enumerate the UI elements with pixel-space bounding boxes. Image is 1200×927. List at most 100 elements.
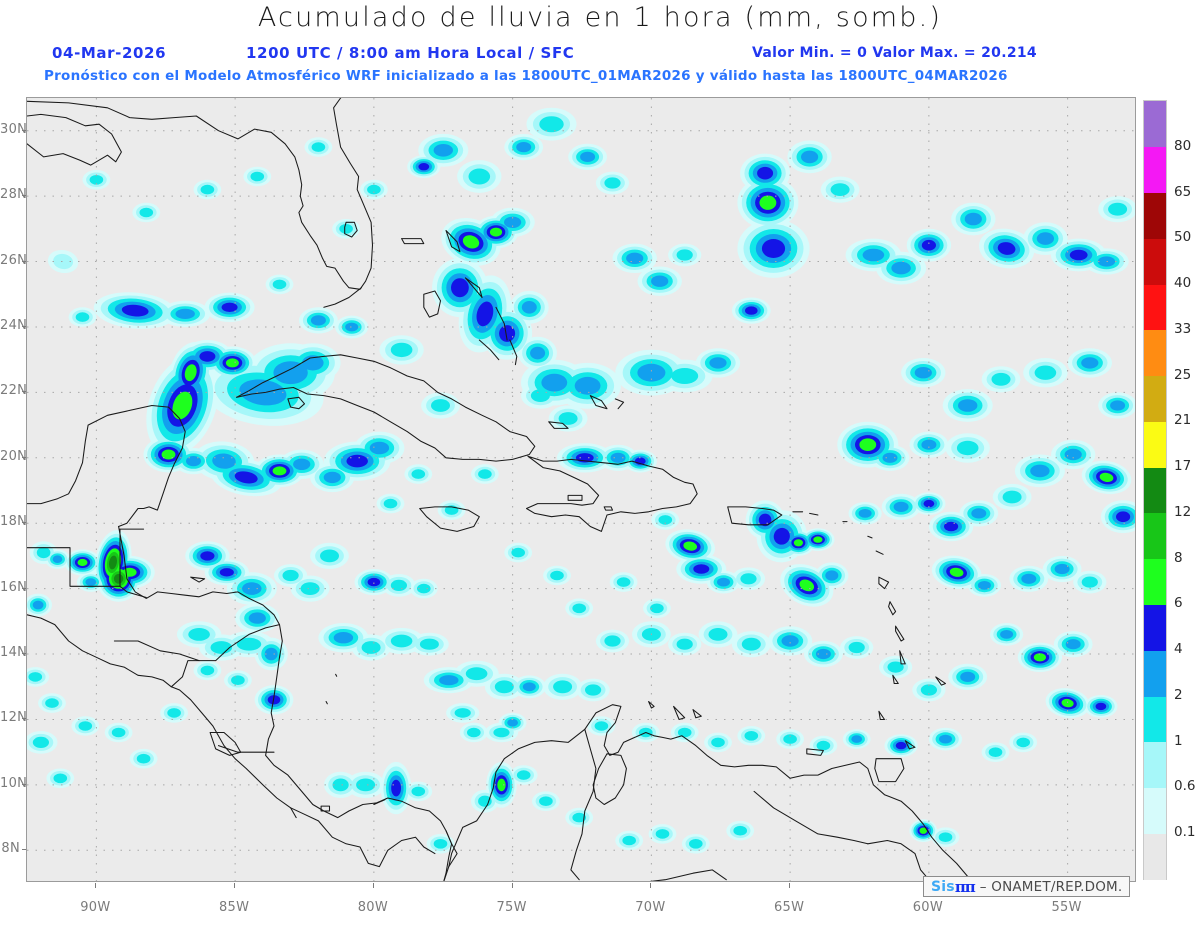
coastline-path xyxy=(170,660,200,688)
coastline-path xyxy=(113,624,281,662)
precip-contour-band xyxy=(36,547,51,559)
attribution-badge: Sis ππ – ONAMET/REP.DOM. xyxy=(923,876,1131,897)
coastline-path xyxy=(118,525,453,881)
precip-contour-band xyxy=(219,568,234,577)
colorbar-band xyxy=(1144,421,1166,468)
precip-contour-band xyxy=(1054,563,1070,575)
precip-contour-band xyxy=(433,839,448,849)
coastline-path xyxy=(614,398,625,410)
precip-contour-band xyxy=(825,570,839,581)
colorbar-band xyxy=(1144,787,1166,834)
lon-tick-label: 60W xyxy=(912,900,944,915)
precip-contour-band xyxy=(85,578,97,586)
coastline-path xyxy=(27,113,122,166)
precip-contour-band xyxy=(939,734,952,744)
coastline-path xyxy=(344,221,358,238)
colorbar[interactable] xyxy=(1143,100,1167,880)
colorbar-band xyxy=(1144,833,1166,880)
colorbar-band xyxy=(1144,329,1166,377)
coastline-path xyxy=(603,506,614,511)
precip-contour-band xyxy=(594,721,609,731)
precip-contour-band xyxy=(708,628,728,641)
coastline-path xyxy=(190,576,206,583)
precip-contour-band xyxy=(417,583,431,594)
precip-contour-band xyxy=(273,361,308,385)
precip-contour-band xyxy=(676,638,693,650)
lat-tick xyxy=(22,783,26,785)
lat-tick-label: 14N xyxy=(0,645,28,661)
precip-contour-band xyxy=(390,342,413,358)
lon-tick xyxy=(789,883,791,888)
precip-contour-band xyxy=(300,582,320,595)
precip-contour-band xyxy=(960,671,976,683)
precip-contour-band xyxy=(323,471,341,484)
coastline-path xyxy=(589,395,608,410)
precip-contour-band xyxy=(887,661,904,673)
colorbar-tick-label: 33 xyxy=(1174,320,1192,337)
precip-contour-band xyxy=(1061,698,1074,708)
precip-contour-band xyxy=(539,116,564,133)
precip-contour-band xyxy=(454,708,471,718)
coastline-path xyxy=(899,650,906,665)
agency-label: – ONAMET/REP.DOM. xyxy=(979,878,1123,895)
precip-contour-band xyxy=(830,183,850,196)
precip-contour-band xyxy=(200,665,215,676)
precip-contour-band xyxy=(75,312,90,322)
colorbar-band xyxy=(1144,375,1166,422)
precip-contour-band xyxy=(234,471,258,484)
coastline-path xyxy=(570,728,597,881)
coastline-path xyxy=(875,550,884,555)
map-frame xyxy=(26,97,1136,882)
precip-contour-band xyxy=(921,239,937,251)
precip-contour-band xyxy=(610,452,626,463)
coastline-path xyxy=(867,839,930,881)
precip-contour-band xyxy=(467,727,481,738)
precip-contour-band xyxy=(390,634,413,648)
precip-contour-band xyxy=(637,363,666,382)
coastline-path xyxy=(592,753,627,806)
coastline-path xyxy=(878,710,886,721)
colorbar-tick-label: 1 xyxy=(1174,732,1183,749)
precip-contour-band xyxy=(493,727,510,738)
coastline-path xyxy=(325,700,328,705)
lat-tick-label: 12N xyxy=(0,710,28,726)
precip-contour-band xyxy=(332,778,349,792)
precip-contour-band xyxy=(32,600,44,610)
precip-contour-band xyxy=(530,389,550,402)
precip-contour-band xyxy=(419,638,439,650)
lat-tick xyxy=(22,129,26,131)
coastline-path xyxy=(464,277,483,299)
lon-tick xyxy=(234,883,236,888)
coastline-path xyxy=(904,740,916,750)
precip-contour-band xyxy=(89,175,104,185)
precip-contour-band xyxy=(773,527,790,545)
precip-contour-band xyxy=(550,570,564,581)
precip-contour-band xyxy=(451,278,469,298)
map-container[interactable] xyxy=(26,97,1136,882)
precip-contour-band xyxy=(757,166,774,180)
precip-contour-band xyxy=(439,675,459,686)
precip-contour-band xyxy=(761,239,786,258)
lat-tick-label: 30N xyxy=(0,121,28,137)
precip-contour-band xyxy=(113,573,124,584)
coastline-path xyxy=(874,758,905,783)
precip-contour-band xyxy=(345,322,359,332)
lat-tick xyxy=(22,391,26,393)
precip-contour-band xyxy=(971,508,987,519)
precip-contour-band xyxy=(851,735,863,743)
coastline-path xyxy=(27,98,374,290)
precip-contour-band xyxy=(431,399,450,412)
precip-contour-band xyxy=(367,184,381,195)
colorbar-tick-label: 0.1 xyxy=(1174,824,1196,841)
coastline-path xyxy=(235,354,536,462)
colorbar-tick-label: 4 xyxy=(1174,641,1183,658)
colorbar-tick-label: 40 xyxy=(1174,275,1192,292)
colorbar-tick-label: 50 xyxy=(1174,229,1192,246)
precip-contour-band xyxy=(186,456,201,467)
precip-contour-band xyxy=(580,151,596,162)
precip-contour-band xyxy=(522,682,536,692)
coastline-path xyxy=(649,869,727,881)
coastline-path xyxy=(888,601,897,616)
colorbar-band xyxy=(1144,284,1166,331)
lon-tick-label: 55W xyxy=(1051,900,1082,915)
